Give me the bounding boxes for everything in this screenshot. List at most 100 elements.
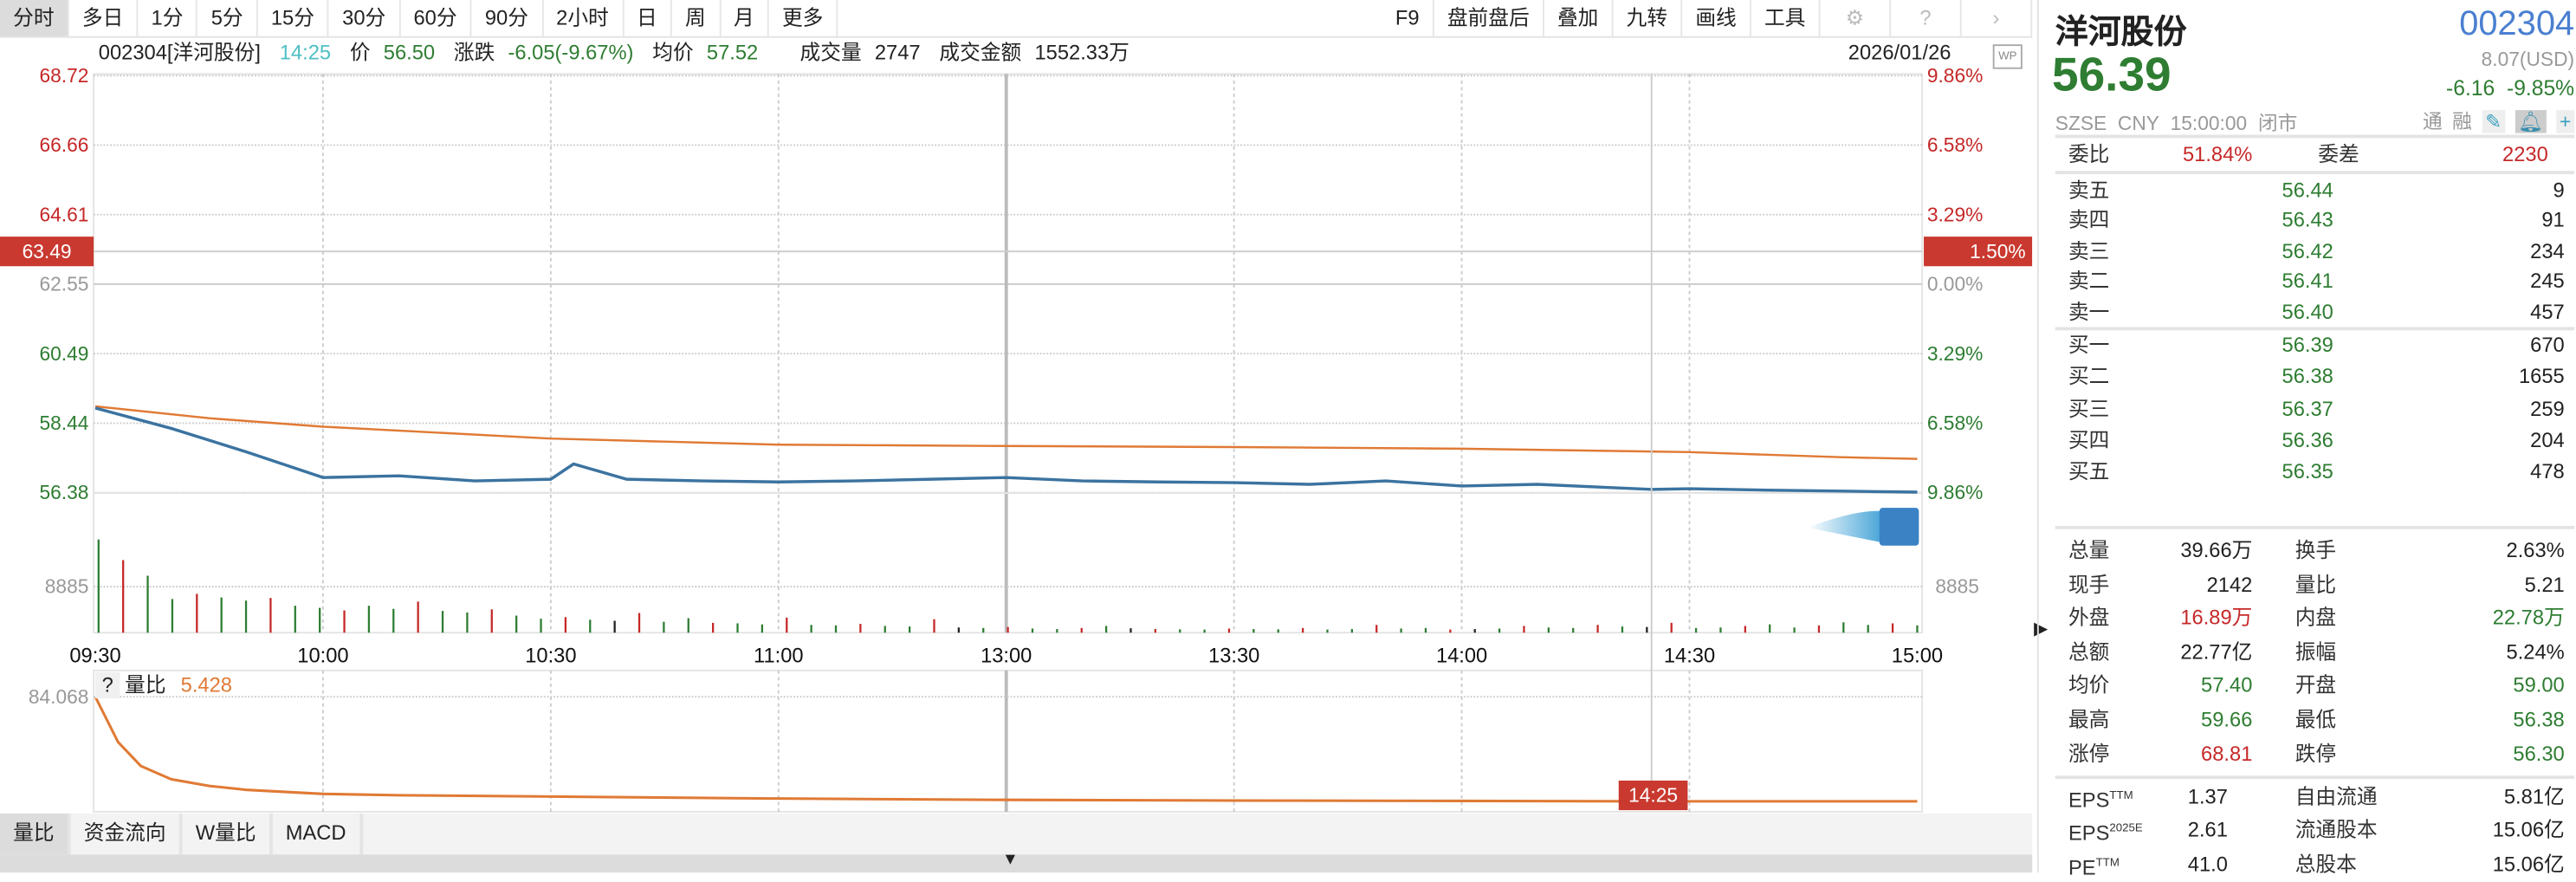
stat-row-value2: 22.78万 <box>2492 606 2565 630</box>
tong-badge[interactable]: 通 <box>2422 110 2443 133</box>
tab-5[interactable]: 30分 <box>329 0 401 36</box>
tool-5[interactable]: 工具 <box>1751 0 1821 36</box>
chevron-right-icon[interactable]: › <box>1962 0 2033 36</box>
stat-row-value: 16.89万 <box>2180 606 2253 630</box>
intraday-chart[interactable]: 68.72 9.86% 66.66 6.58% 64.61 3.29% 62.55 0.00%… <box>0 0 2033 814</box>
stat-row: 外盘 16.89万 内盘 22.78万 <box>2068 603 2565 632</box>
stock-code: 002304 <box>2459 4 2575 43</box>
tab-11[interactable]: 月 <box>721 0 769 36</box>
caret-down-icon[interactable]: ▼ <box>1001 851 1019 870</box>
divider <box>2055 775 2575 780</box>
tool-3[interactable]: 九转 <box>1613 0 1683 36</box>
webi-row: 委比 51.84% 委差 2230 <box>2068 139 2565 169</box>
crosshair-pct-box <box>1924 237 2033 267</box>
stat-row-label2: 振幅 <box>2294 640 2337 664</box>
x-tick: 15:00 <box>1892 645 1943 667</box>
tool-0[interactable]: F9 <box>1382 0 1434 36</box>
info-amount: 1552.33万 <box>1034 41 1129 64</box>
indicator-tab-0[interactable]: 量比 <box>0 813 71 855</box>
bid-volume: 478 <box>2530 460 2565 483</box>
x-tick: 11:00 <box>754 645 804 667</box>
tab-12[interactable]: 更多 <box>769 0 838 36</box>
tab-1[interactable]: 多日 <box>69 0 139 36</box>
fund-row-value2: 15.06亿 <box>2492 819 2565 842</box>
fund-sup: 2025E <box>2109 823 2143 836</box>
bell-icon[interactable]: 🔔︎ <box>2515 109 2547 133</box>
help-icon[interactable]: ? <box>1891 0 1962 36</box>
stat-row-label2: 量比 <box>2294 573 2337 596</box>
bid-volume: 670 <box>2530 334 2565 357</box>
wp-icon[interactable]: WP <box>1992 44 2023 69</box>
stat-row-label: 外盘 <box>2068 606 2110 630</box>
ask-price: 56.43 <box>2282 209 2333 233</box>
stat-row: 均价 57.40 开盘 59.00 <box>2068 671 2565 701</box>
x-tick: 13:00 <box>981 645 1032 667</box>
rong-badge[interactable]: 融 <box>2452 110 2472 133</box>
price-line <box>94 406 1918 494</box>
webi-value: 51.84% <box>2182 143 2253 166</box>
ask-volume: 91 <box>2541 209 2565 233</box>
market-info: SZSE CNY 15:00:00 闭市 <box>2055 108 2298 136</box>
tab-8[interactable]: 2小时 <box>543 0 624 36</box>
left-tick: 66.66 <box>39 133 88 156</box>
tab-0[interactable]: 分时 <box>0 0 69 36</box>
bid-row: 买四 56.36 204 <box>2068 425 2565 455</box>
x-tick: 09:30 <box>69 645 120 667</box>
bid-row: 买五 56.35 478 <box>2068 457 2565 487</box>
help-icon[interactable]: ? <box>95 671 120 699</box>
stat-row-value2: 56.30 <box>2513 742 2565 766</box>
x-tick: 13:30 <box>1208 645 1259 667</box>
gear-icon[interactable]: ⚙ <box>1821 0 1892 36</box>
weicha-value: 2230 <box>2502 143 2548 166</box>
ask-price: 56.41 <box>2282 269 2333 293</box>
market: SZSE <box>2055 111 2107 135</box>
ask-row: 卖一 56.40 457 <box>2068 297 2565 327</box>
volume-tick: 8885 <box>1935 575 1979 598</box>
indicator-tab-3[interactable]: MACD <box>273 813 363 855</box>
bid-row: 买三 56.37 259 <box>2068 393 2565 423</box>
tab-2[interactable]: 1分 <box>138 0 198 36</box>
crosshair-price-box <box>0 237 94 267</box>
bid-price: 56.39 <box>2282 334 2333 357</box>
crosshair-time: 14:25 <box>1628 784 1678 807</box>
tool-2[interactable]: 叠加 <box>1544 0 1614 36</box>
indicator-tab-1[interactable]: 资金流向 <box>71 813 183 855</box>
info-time: 14:25 <box>279 41 332 64</box>
webi-label: 委比 <box>2068 143 2110 166</box>
tool-4[interactable]: 画线 <box>1682 0 1751 36</box>
fund-row: PETTM 41.0 总股本 15.06亿 <box>2068 849 2565 879</box>
add-icon[interactable]: + <box>2556 109 2575 133</box>
tab-9[interactable]: 日 <box>624 0 672 36</box>
fund-row-label2: 流通股本 <box>2294 819 2378 842</box>
stat-row-label: 均价 <box>2068 674 2110 697</box>
ask-volume: 234 <box>2530 239 2565 263</box>
tab-6[interactable]: 60分 <box>400 0 472 36</box>
tab-4[interactable]: 15分 <box>258 0 329 36</box>
bid-level: 买四 <box>2068 428 2110 452</box>
fund-sup: TTM <box>2109 790 2133 802</box>
bid-level: 买一 <box>2068 334 2110 357</box>
price-change: -6.16 <box>2446 75 2495 101</box>
bid-row: 买二 56.38 1655 <box>2068 362 2565 392</box>
fund-label-text: EPS <box>2068 788 2110 813</box>
indicator-tab-2[interactable]: W量比 <box>183 813 273 855</box>
bottom-scrollbar[interactable]: ▼ <box>0 851 2033 873</box>
price-change-group: -6.16 -9.85% <box>2446 75 2574 100</box>
tool-1[interactable]: 盘前盘后 <box>1434 0 1544 36</box>
fund-row-label2: 自由流通 <box>2294 785 2378 809</box>
tab-7[interactable]: 90分 <box>472 0 543 36</box>
divider <box>2055 171 2575 175</box>
tab-10[interactable]: 周 <box>672 0 721 36</box>
chart-date: 2026/01/26 <box>1848 41 1951 64</box>
pencil-icon[interactable]: ✎ <box>2482 109 2505 133</box>
stat-row: 总额 22.77亿 振幅 5.24% <box>2068 638 2565 667</box>
info-price-label: 价 <box>349 41 371 64</box>
stat-row-label2: 跌停 <box>2294 742 2337 766</box>
market-status: 闭市 <box>2257 111 2298 135</box>
tab-3[interactable]: 5分 <box>198 0 258 36</box>
ask-level: 卖五 <box>2068 178 2110 203</box>
x-tick: 14:00 <box>1436 645 1487 667</box>
stat-row: 涨停 68.81 跌停 56.30 <box>2068 739 2565 769</box>
ask-volume: 9 <box>2553 178 2565 203</box>
info-avg: 57.52 <box>706 41 759 64</box>
